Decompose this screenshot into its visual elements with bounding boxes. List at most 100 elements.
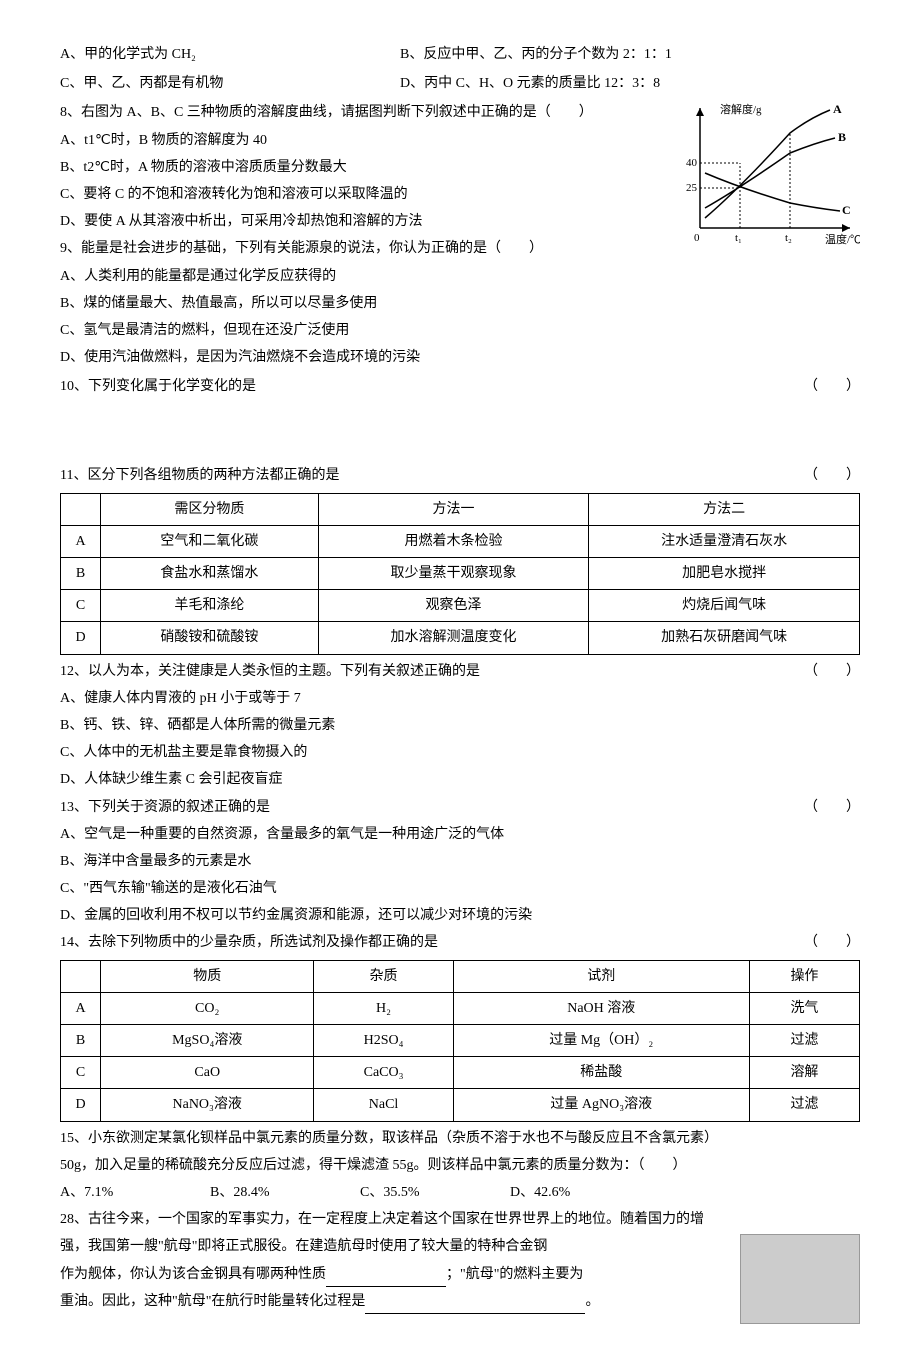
table-header — [61, 493, 101, 525]
q9-opt-c: C、氢气是最清洁的燃料，但现在还没广泛使用 — [60, 318, 860, 343]
table-cell: A — [61, 525, 101, 557]
q12-opt-b: B、钙、铁、锌、硒都是人体所需的微量元素 — [60, 713, 860, 738]
table-cell: D — [61, 622, 101, 654]
table-cell: A — [61, 992, 101, 1024]
table-cell: CO₂ — [101, 992, 314, 1024]
table-row: C羊毛和涤纶观察色泽灼烧后闻气味 — [61, 590, 860, 622]
table-cell: CaCO₃ — [314, 1057, 453, 1089]
q28-l1: 28、古往今来，一个国家的军事实力，在一定程度上决定着这个国家在世界世界上的地位… — [60, 1207, 860, 1232]
blank-2 — [365, 1297, 585, 1314]
q28-l3b: ；"航母"的燃料主要为 — [446, 1267, 583, 1282]
table-cell: NaCl — [314, 1089, 453, 1121]
table-cell: NaNO₃溶液 — [101, 1089, 314, 1121]
q14-stem: 14、去除下列物质中的少量杂质，所选试剂及操作都正确的是 — [60, 930, 438, 955]
table-cell: 取少量蒸干观察现象 — [318, 558, 589, 590]
q11-stem: 11、区分下列各组物质的两种方法都正确的是 — [60, 463, 339, 488]
q15-stem2: 50g，加入足量的稀硫酸充分反应后过滤，得干燥滤渣 55g。则该样品中氯元素的质… — [60, 1153, 860, 1178]
svg-text:t₂: t₂ — [785, 232, 792, 244]
svg-text:0: 0 — [694, 232, 700, 244]
table-header: 杂质 — [314, 960, 453, 992]
table-cell: 加肥皂水搅拌 — [589, 558, 860, 590]
q7-opt-b: B、反应中甲、乙、丙的分子个数为 2：1：1 — [400, 42, 860, 67]
table-header: 操作 — [749, 960, 859, 992]
solubility-chart: 溶解度/g 温度/℃ 0 t₁ t₂ 40 25 A B C — [680, 98, 860, 248]
blank-1 — [326, 1270, 446, 1287]
q12-stem: 12、以人为本，关注健康是人类永恒的主题。下列有关叙述正确的是 — [60, 659, 480, 684]
table-cell: 加水溶解测温度变化 — [318, 622, 589, 654]
table-cell: B — [61, 1025, 101, 1057]
carrier-image — [740, 1234, 860, 1324]
table-header: 需区分物质 — [101, 493, 319, 525]
table-cell: 过量 Mg（OH）₂ — [453, 1025, 749, 1057]
svg-text:25: 25 — [686, 182, 698, 194]
table-cell: NaOH 溶液 — [453, 992, 749, 1024]
q14-table: 物质杂质试剂操作 ACO₂H₂NaOH 溶液洗气BMgSO₄溶液H2SO₄过量 … — [60, 960, 860, 1122]
table-row: A空气和二氧化碳用燃着木条检验注水适量澄清石灰水 — [61, 525, 860, 557]
q13-opt-d: D、金属的回收利用不权可以节约金属资源和能源，还可以减少对环境的污染 — [60, 903, 860, 928]
table-cell: 观察色泽 — [318, 590, 589, 622]
q28-l4a: 重油。因此，这种"航母"在航行时能量转化过程是 — [60, 1294, 365, 1309]
table-cell: 空气和二氧化碳 — [101, 525, 319, 557]
table-cell: 过滤 — [749, 1025, 859, 1057]
table-cell: 稀盐酸 — [453, 1057, 749, 1089]
table-cell: 过滤 — [749, 1089, 859, 1121]
q12-opt-d: D、人体缺少维生素 C 会引起夜盲症 — [60, 767, 860, 792]
table-row: CCaOCaCO₃稀盐酸溶解 — [61, 1057, 860, 1089]
q14-bracket: （ ） — [784, 930, 860, 955]
q12-opt-c: C、人体中的无机盐主要是靠食物摄入的 — [60, 740, 860, 765]
q10-stem: 10、下列变化属于化学变化的是 — [60, 374, 256, 399]
table-cell: MgSO₄溶液 — [101, 1025, 314, 1057]
svg-text:A: A — [833, 102, 842, 116]
table-cell: B — [61, 558, 101, 590]
table-cell: 灼烧后闻气味 — [589, 590, 860, 622]
q11-table: 需区分物质方法一方法二 A空气和二氧化碳用燃着木条检验注水适量澄清石灰水B食盐水… — [60, 493, 860, 655]
q15-opt-d: D、42.6% — [510, 1180, 660, 1205]
q13-opt-c: C、"西气东输"输送的是液化石油气 — [60, 876, 860, 901]
table-cell: D — [61, 1089, 101, 1121]
table-cell: 洗气 — [749, 992, 859, 1024]
table-cell: C — [61, 590, 101, 622]
table-cell: H₂ — [314, 992, 453, 1024]
table-cell: 硝酸铵和硫酸铵 — [101, 622, 319, 654]
table-cell: 加熟石灰研磨闻气味 — [589, 622, 860, 654]
table-cell: 食盐水和蒸馏水 — [101, 558, 319, 590]
q7-opt-c: C、甲、乙、丙都是有机物 — [60, 71, 400, 96]
q12-bracket: （ ） — [784, 659, 860, 684]
q10-bracket: （ ） — [784, 374, 860, 399]
q15-opt-a: A、7.1% — [60, 1180, 210, 1205]
table-cell: C — [61, 1057, 101, 1089]
q11-bracket: （ ） — [784, 463, 860, 488]
q9-opt-d: D、使用汽油做燃料，是因为汽油燃烧不会造成环境的污染 — [60, 345, 860, 370]
table-row: ACO₂H₂NaOH 溶液洗气 — [61, 992, 860, 1024]
table-cell: 溶解 — [749, 1057, 859, 1089]
q9-opt-a: A、人类利用的能量都是通过化学反应获得的 — [60, 264, 860, 289]
q15-stem1: 15、小东欲测定某氯化钡样品中氯元素的质量分数，取该样品（杂质不溶于水也不与酸反… — [60, 1126, 860, 1151]
table-cell: 注水适量澄清石灰水 — [589, 525, 860, 557]
q7-opt-d: D、丙中 C、H、O 元素的质量比 12：3：8 — [400, 71, 860, 96]
table-header: 试剂 — [453, 960, 749, 992]
table-header — [61, 960, 101, 992]
q15-opt-b: B、28.4% — [210, 1180, 360, 1205]
table-cell: CaO — [101, 1057, 314, 1089]
table-cell: 羊毛和涤纶 — [101, 590, 319, 622]
table-row: B食盐水和蒸馏水取少量蒸干观察现象加肥皂水搅拌 — [61, 558, 860, 590]
table-header: 方法一 — [318, 493, 589, 525]
q13-opt-a: A、空气是一种重要的自然资源，含量最多的氧气是一种用途广泛的气体 — [60, 822, 860, 847]
q12-opt-a: A、健康人体内胃液的 pH 小于或等于 7 — [60, 686, 860, 711]
q15-opt-c: C、35.5% — [360, 1180, 510, 1205]
table-cell: 用燃着木条检验 — [318, 525, 589, 557]
table-header: 物质 — [101, 960, 314, 992]
svg-text:B: B — [838, 130, 846, 144]
table-cell: H2SO₄ — [314, 1025, 453, 1057]
table-cell: 过量 AgNO₃溶液 — [453, 1089, 749, 1121]
table-header: 方法二 — [589, 493, 860, 525]
q9-opt-b: B、煤的储量最大、热值最高，所以可以尽量多使用 — [60, 291, 860, 316]
svg-text:C: C — [842, 203, 851, 217]
svg-text:溶解度/g: 溶解度/g — [720, 102, 762, 116]
q13-bracket: （ ） — [784, 795, 860, 820]
q13-opt-b: B、海洋中含量最多的元素是水 — [60, 849, 860, 874]
q28-l3a: 作为舰体，你认为该合金钢具有哪两种性质 — [60, 1267, 326, 1282]
svg-text:t₁: t₁ — [735, 232, 742, 244]
q7-opt-a: A、甲的化学式为 CH₂ — [60, 42, 400, 67]
table-row: D硝酸铵和硫酸铵加水溶解测温度变化加熟石灰研磨闻气味 — [61, 622, 860, 654]
